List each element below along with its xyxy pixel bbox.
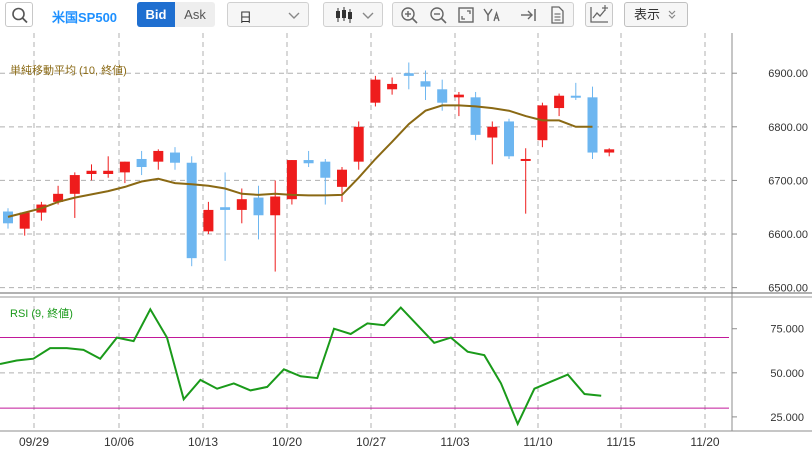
candle-body[interactable]: [337, 169, 347, 187]
rsi-line: [0, 306, 602, 427]
y-tick-label: 6800.00: [768, 122, 808, 134]
candle-body[interactable]: [320, 161, 331, 178]
rsi-y-tick-label: 50.000: [770, 368, 804, 380]
candle-body[interactable]: [170, 152, 180, 163]
candle-body[interactable]: [570, 95, 581, 98]
candle-body[interactable]: [53, 193, 64, 202]
chart-tools: [392, 2, 574, 27]
y-tick-label: 6900.00: [768, 68, 808, 80]
x-tick-label: 11/20: [690, 435, 719, 449]
text-tool-button[interactable]: [482, 5, 502, 25]
candle-body[interactable]: [203, 209, 214, 232]
candle-body[interactable]: [286, 160, 297, 200]
display-label: 表示: [634, 7, 661, 22]
candle-body[interactable]: [370, 79, 381, 103]
zoom-in-button[interactable]: [399, 5, 419, 25]
x-tick-label: 10/27: [356, 435, 386, 449]
fit-button[interactable]: [456, 5, 476, 25]
rsi-y-tick-label: 25.000: [770, 412, 804, 424]
candle-body[interactable]: [186, 162, 197, 259]
rsi-indicator-label: RSI (9, 終値): [10, 306, 73, 320]
chart-toolbar: 米国SP500 Bid Ask 日: [0, 0, 812, 30]
period-select[interactable]: 日: [227, 2, 309, 27]
candle-body[interactable]: [103, 170, 114, 174]
candle-body[interactable]: [604, 149, 615, 153]
candle-body[interactable]: [487, 126, 498, 138]
moving-average-line: [7, 104, 593, 218]
search-icon: [12, 7, 28, 24]
candle-body[interactable]: [470, 97, 481, 135]
jump-end-icon: [521, 9, 536, 21]
search-button[interactable]: [5, 2, 33, 27]
y-tick-label: 6700.00: [768, 175, 808, 187]
candle-body[interactable]: [353, 126, 364, 162]
candle-body[interactable]: [253, 197, 264, 216]
x-tick-label: 11/15: [606, 435, 635, 449]
candle-body[interactable]: [236, 199, 247, 210]
zoom-out-button[interactable]: [428, 5, 448, 25]
zoom-in-icon: [401, 7, 418, 24]
candle-body[interactable]: [387, 83, 398, 90]
period-value: 日: [239, 10, 253, 25]
indicator-icon: [590, 5, 608, 23]
candle-body[interactable]: [19, 212, 30, 229]
candle-body[interactable]: [136, 158, 147, 168]
x-tick-label: 11/10: [523, 435, 552, 449]
chart-type-select[interactable]: [323, 2, 383, 27]
display-menu-button[interactable]: 表示: [624, 2, 688, 27]
bid-button[interactable]: Bid: [137, 2, 175, 27]
chevron-down-icon: [288, 12, 300, 19]
zoom-out-icon: [430, 7, 447, 24]
candle-body[interactable]: [3, 211, 13, 224]
candle-body[interactable]: [537, 105, 548, 141]
candle-body[interactable]: [303, 160, 314, 164]
x-tick-label: 10/06: [104, 435, 134, 449]
x-tick-label: 10/13: [188, 435, 218, 449]
rsi-y-tick-label: 75.000: [770, 324, 804, 336]
candle-body[interactable]: [270, 196, 281, 216]
candle-body[interactable]: [220, 207, 231, 210]
candle-body[interactable]: [554, 95, 565, 109]
candle-body[interactable]: [403, 73, 414, 76]
candle-body[interactable]: [504, 121, 514, 157]
candle-body[interactable]: [69, 175, 80, 194]
document-icon: [551, 6, 564, 24]
double-chevron-down-icon: [668, 10, 676, 19]
candle-body[interactable]: [119, 161, 130, 173]
candle-body[interactable]: [587, 97, 598, 153]
candle-body[interactable]: [453, 94, 464, 98]
candle-body[interactable]: [86, 170, 97, 174]
candle-body[interactable]: [153, 150, 164, 162]
price-chart[interactable]: 09/29 10/06 10/13 10/20 10/27 11/03 11/10 11/15…: [0, 30, 812, 451]
y-tick-label: 6500.00: [768, 283, 808, 295]
indicator-button[interactable]: [585, 2, 613, 27]
candle-body[interactable]: [437, 89, 448, 103]
x-tick-label: 09/29: [19, 435, 49, 449]
candle-body[interactable]: [520, 158, 531, 161]
ma-indicator-label: 単純移動平均 (10, 終値): [10, 63, 127, 77]
chevron-down-icon: [362, 12, 374, 19]
jump-end-button[interactable]: [519, 5, 539, 25]
document-button[interactable]: [547, 5, 567, 25]
candle-body[interactable]: [420, 81, 431, 87]
fit-icon: [458, 7, 474, 23]
x-tick-label: 10/20: [272, 435, 302, 449]
x-tick-label: 11/03: [440, 435, 469, 449]
symbol-name[interactable]: 米国SP500: [52, 10, 118, 25]
text-icon: [483, 8, 500, 22]
y-tick-label: 6600.00: [768, 229, 808, 241]
ask-button[interactable]: Ask: [175, 2, 215, 27]
candle-type-icon: [336, 7, 352, 23]
